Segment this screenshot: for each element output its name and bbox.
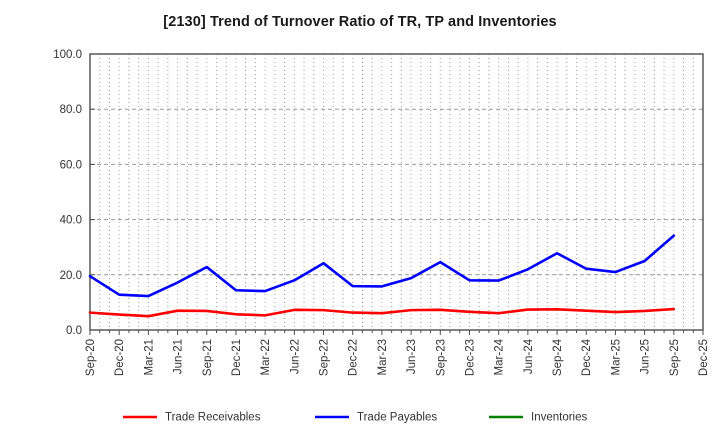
legend-label: Trade Receivables (165, 412, 261, 424)
x-axis-tick-label: Sep-25 (669, 339, 681, 376)
y-axis-tick-label: 0.0 (66, 325, 82, 337)
x-axis-tick-label: Dec-21 (231, 339, 243, 376)
series-line (88, 307, 676, 318)
x-axis-tick-label: Sep-20 (85, 339, 97, 376)
x-axis-tick-label: Sep-24 (552, 338, 564, 376)
chart-title: [2130] Trend of Turnover Ratio of TR, TP… (163, 14, 557, 30)
y-axis-tick-label: 60.0 (60, 159, 82, 171)
x-axis-tick-label: Jun-23 (406, 339, 418, 374)
x-axis-tick-label: Dec-22 (348, 339, 360, 376)
y-axis-labels: 0.0 20.0 40.0 60.0 80.0 100.0 (53, 49, 82, 337)
x-axis-tick-label: Mar-23 (377, 339, 389, 375)
x-axis-tick-label: Dec-20 (114, 339, 126, 376)
x-axis-tick-label: Jun-21 (173, 339, 185, 374)
x-axis-tick-label: Sep-21 (202, 339, 214, 376)
x-axis-tick-label: Sep-23 (435, 339, 447, 376)
series-line (88, 234, 676, 298)
chart-legend: Trade Receivables Trade Payables Inventori… (123, 412, 588, 424)
x-axis-tick-label: Mar-22 (260, 339, 272, 375)
plot-frame (89, 53, 704, 331)
series-layer (88, 234, 676, 318)
x-axis-tick-label: Sep-22 (319, 339, 331, 376)
x-axis-tick-label: Mar-24 (494, 338, 506, 375)
axes-layer (89, 53, 704, 335)
x-axis-labels: Sep-20 Dec-20 Mar-21 Jun-21 Sep-21 Dec-21 Mar-… (85, 338, 710, 376)
x-axis-tick-label: Dec-23 (464, 339, 476, 376)
y-axis-tick-label: 100.0 (53, 49, 82, 61)
legend-label: Trade Payables (357, 412, 437, 424)
x-axis-tick-label: Jun-24 (523, 338, 535, 374)
y-axis-tick-label: 20.0 (60, 270, 82, 282)
x-axis-tick-label: Jun-25 (640, 339, 652, 374)
x-axis-tick-label: Dec-25 (698, 339, 710, 376)
x-axis-tick-label: Mar-25 (610, 339, 622, 375)
x-axis-tick-label: Mar-21 (143, 339, 155, 375)
y-axis-tick-label: 80.0 (60, 104, 82, 116)
x-axis-tick-label: Dec-24 (581, 338, 593, 376)
y-axis-tick-label: 40.0 (60, 215, 82, 227)
grid-layer (89, 54, 704, 330)
x-axis-tick-label: Jun-22 (289, 339, 301, 374)
legend-label: Inventories (531, 412, 588, 424)
